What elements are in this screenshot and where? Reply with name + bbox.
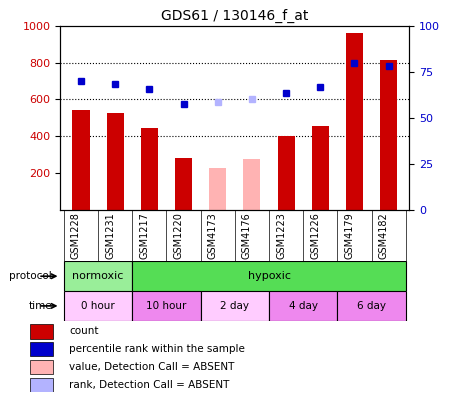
Text: GSM4173: GSM4173 [208, 212, 218, 259]
Text: 6 day: 6 day [357, 301, 386, 311]
Text: GSM1231: GSM1231 [105, 212, 115, 259]
Bar [200, 291, 269, 321]
Text: GSM1223: GSM1223 [276, 212, 286, 259]
Text: time: time [28, 301, 52, 311]
Text: percentile rank within the sample: percentile rank within the sample [69, 344, 245, 354]
Bar [312, 126, 329, 210]
Text: normoxic: normoxic [73, 271, 124, 281]
Text: GSM1220: GSM1220 [173, 212, 184, 259]
Text: GSM4176: GSM4176 [242, 212, 252, 259]
Bar [64, 291, 132, 321]
Title: GDS61 / 130146_f_at: GDS61 / 130146_f_at [161, 9, 308, 23]
Bar [141, 128, 158, 210]
Bar [132, 291, 200, 321]
Text: rank, Detection Call = ABSENT: rank, Detection Call = ABSENT [69, 380, 229, 390]
Bar [278, 136, 295, 210]
Bar [73, 110, 89, 210]
Bar [346, 33, 363, 210]
Bar [30, 342, 53, 356]
Bar [209, 168, 226, 210]
Bar [338, 291, 406, 321]
Bar [132, 261, 406, 291]
Bar [175, 158, 192, 210]
Text: 2 day: 2 day [220, 301, 249, 311]
Bar [30, 324, 53, 339]
Bar [30, 378, 53, 392]
Text: 10 hour: 10 hour [146, 301, 186, 311]
Bar [380, 60, 397, 210]
Text: GSM1228: GSM1228 [71, 212, 81, 259]
Bar [269, 291, 338, 321]
Bar [30, 360, 53, 374]
Text: count: count [69, 326, 99, 337]
Bar [243, 159, 260, 210]
Text: 0 hour: 0 hour [81, 301, 115, 311]
Text: 4 day: 4 day [289, 301, 318, 311]
Bar [106, 113, 124, 210]
Text: GSM1217: GSM1217 [140, 212, 149, 259]
Text: GSM4182: GSM4182 [379, 212, 389, 259]
Text: GSM1226: GSM1226 [310, 212, 320, 259]
Bar [64, 261, 132, 291]
Text: GSM4179: GSM4179 [345, 212, 354, 259]
Text: value, Detection Call = ABSENT: value, Detection Call = ABSENT [69, 362, 234, 372]
Text: hypoxic: hypoxic [247, 271, 291, 281]
Text: protocol: protocol [9, 271, 52, 281]
